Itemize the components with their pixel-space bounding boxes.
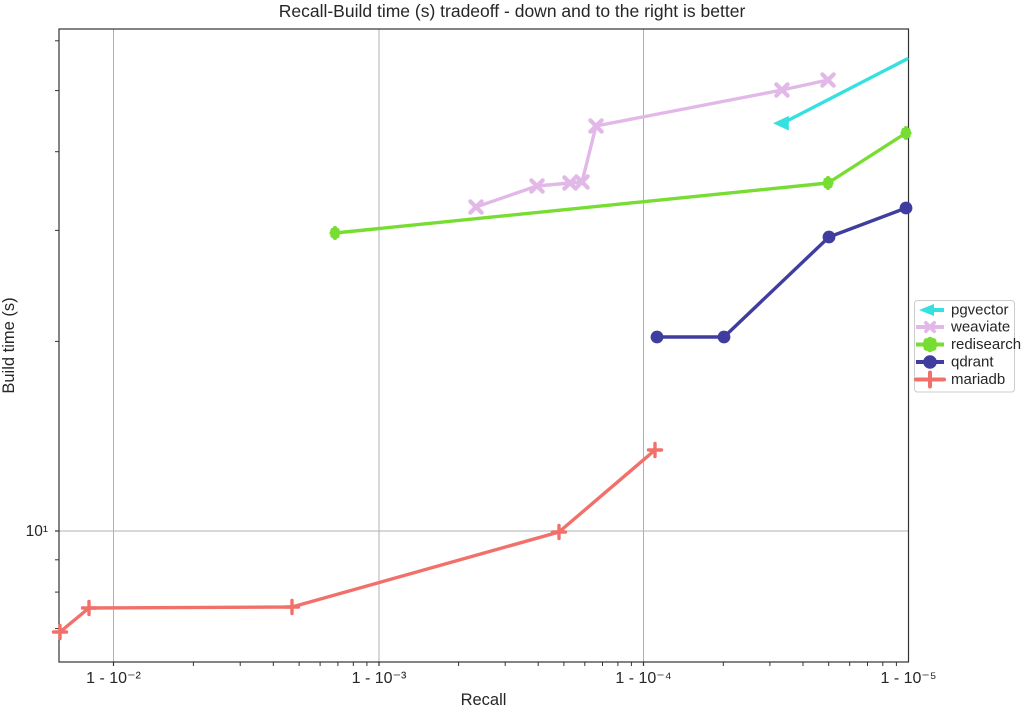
svg-text:weaviate: weaviate xyxy=(950,319,1010,336)
svg-text:1 - 10⁻⁴: 1 - 10⁻⁴ xyxy=(615,670,671,687)
svg-text:Build time (s): Build time (s) xyxy=(0,297,18,393)
svg-text:mariadb: mariadb xyxy=(951,371,1005,388)
svg-text:1 - 10⁻⁵: 1 - 10⁻⁵ xyxy=(881,670,937,687)
svg-text:1 - 10⁻²: 1 - 10⁻² xyxy=(86,670,141,687)
svg-text:1 - 10⁻³: 1 - 10⁻³ xyxy=(352,670,407,687)
svg-text:qdrant: qdrant xyxy=(951,354,994,371)
svg-text:Recall-Build time (s) tradeoff: Recall-Build time (s) tradeoff - down an… xyxy=(279,1,746,21)
svg-text:Recall: Recall xyxy=(461,691,507,709)
svg-text:pgvector: pgvector xyxy=(951,302,1009,319)
svg-text:10¹: 10¹ xyxy=(26,523,48,540)
svg-text:redisearch: redisearch xyxy=(951,336,1021,353)
